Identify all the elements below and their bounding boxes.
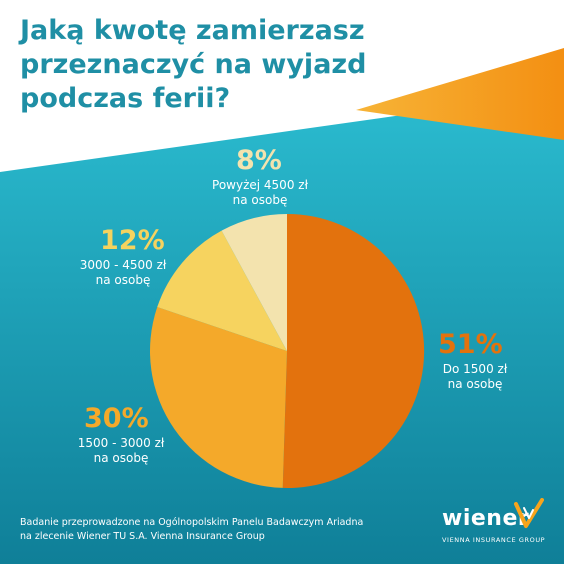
brand-checkmark-icon	[514, 498, 544, 528]
pie-slice-8	[221, 214, 287, 351]
slice-51-label-line-1: Do 1500 zł	[442, 362, 508, 376]
slice-12-category-label: 3000 - 4500 zł na osobę	[54, 258, 192, 288]
slice-8-label-line-1: Powyżej 4500 zł	[212, 178, 308, 192]
slice-30-label-line-1: 1500 - 3000 zł	[77, 436, 165, 450]
slice-8-label-line-2: na osobę	[232, 193, 288, 207]
pie-slice-30	[150, 307, 287, 488]
footnote: Badanie przeprowadzone na Ogólnopolskim …	[20, 516, 363, 544]
slice-12-label-line-2: na osobę	[95, 273, 151, 287]
slice-51-category-label: Do 1500 zł na osobę	[420, 362, 530, 392]
pie-slice-51	[282, 213, 425, 488]
title-line-1: Jaką kwotę zamierzasz	[20, 15, 365, 46]
footnote-line-2: na zlecenie Wiener TU S.A. Vienna Insura…	[20, 531, 265, 542]
slice-8-value-label: 8%	[236, 145, 282, 176]
background-orange-accent	[356, 48, 564, 140]
footnote-line-1: Badanie przeprowadzone na Ogólnopolskim …	[20, 517, 364, 528]
slice-30-label-line-2: na osobę	[93, 451, 149, 465]
title-line-3: podczas ferii?	[20, 83, 231, 114]
pie-slice-12	[157, 230, 287, 351]
chart-title: Jaką kwotę zamierzasz przeznaczyć na wyj…	[20, 14, 540, 116]
slice-30-value-label: 30%	[84, 403, 149, 434]
slice-12-label-line-1: 3000 - 4500 zł	[79, 258, 167, 272]
slice-51-label-line-2: na osobę	[447, 377, 503, 391]
brand-wordmark: wiener	[442, 506, 530, 531]
brand-tagline: VIENNA INSURANCE GROUP	[442, 536, 546, 544]
slice-12-value-label: 12%	[100, 225, 165, 256]
slice-8-category-label: Powyżej 4500 zł na osobę	[196, 178, 324, 208]
title-line-2: przeznaczyć na wyjazd	[20, 49, 367, 80]
slice-30-category-label: 1500 - 3000 zł na osobę	[52, 436, 190, 466]
brand-logo: wiener VIENNA INSURANCE GROUP	[440, 498, 552, 544]
slice-51-value-label: 51%	[438, 329, 503, 360]
